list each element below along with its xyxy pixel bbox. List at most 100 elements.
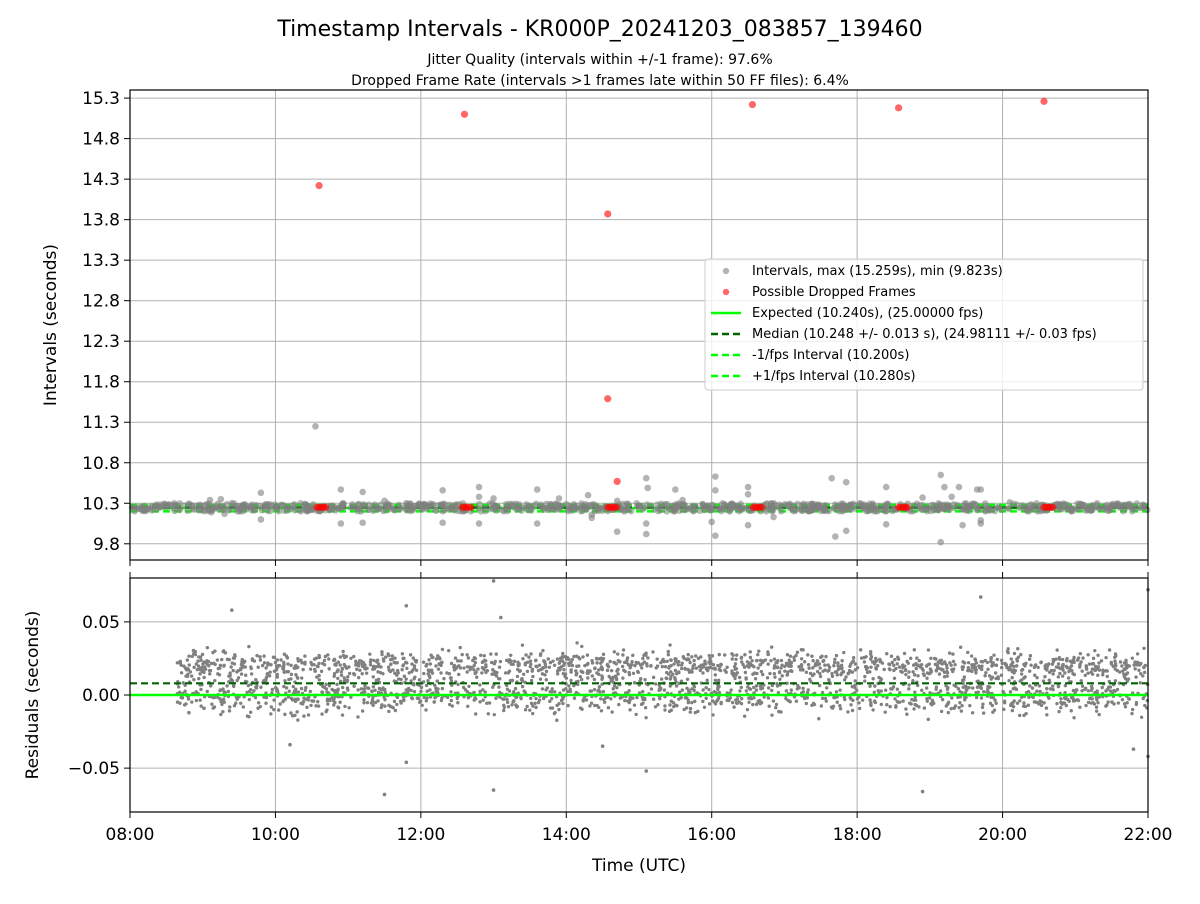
interval-point <box>874 507 881 515</box>
residual-point <box>575 671 579 676</box>
residual-point <box>1135 663 1139 667</box>
residual-point <box>741 662 745 667</box>
residual-point <box>493 659 497 664</box>
residual-point <box>994 663 998 667</box>
residual-point <box>897 665 902 669</box>
residual-point <box>216 666 220 671</box>
interval-point <box>642 530 650 538</box>
interval-point <box>672 486 679 493</box>
residual-point <box>305 697 310 701</box>
residual-point <box>928 696 932 700</box>
residual-point <box>939 658 944 662</box>
residual-point <box>717 684 721 689</box>
interval-point <box>1105 507 1113 514</box>
residual-point <box>380 703 384 707</box>
residual-point <box>256 701 261 705</box>
residual-point <box>439 671 443 675</box>
interval-point <box>712 487 719 494</box>
residual-point <box>283 679 287 683</box>
residual-point <box>200 669 205 674</box>
residual-point <box>853 685 857 690</box>
residual-point <box>904 707 908 711</box>
residual-point <box>244 673 248 677</box>
residual-point <box>606 706 611 710</box>
residual-point <box>801 690 806 694</box>
residual-point <box>710 699 715 703</box>
residual-point <box>734 667 739 671</box>
residual-point <box>725 698 729 703</box>
residual-point <box>747 700 751 705</box>
residual-point <box>1126 677 1131 681</box>
residual-point <box>944 704 948 708</box>
interval-point <box>1093 499 1101 507</box>
residual-point <box>548 660 553 665</box>
residual-point <box>1020 668 1024 672</box>
residual-point <box>989 660 993 664</box>
residual-point <box>770 713 774 717</box>
interval-point <box>744 483 752 491</box>
residual-point <box>404 603 409 608</box>
residual-point <box>437 662 442 667</box>
residual-point <box>275 687 279 691</box>
interval-point <box>1055 501 1063 508</box>
residual-point <box>636 669 640 674</box>
residual-point <box>835 673 839 677</box>
residual-point <box>192 651 196 656</box>
residual-point <box>299 658 303 663</box>
residual-point <box>659 677 664 681</box>
residual-point <box>989 657 993 661</box>
residual-point <box>1020 678 1024 682</box>
residual-point <box>272 698 276 702</box>
residual-point <box>360 672 364 676</box>
residual-point <box>336 660 341 664</box>
residual-point <box>496 676 501 681</box>
residual-point <box>466 696 471 700</box>
interval-point <box>157 504 164 511</box>
residual-point <box>252 689 256 693</box>
residual-point <box>544 665 548 669</box>
residual-point <box>601 689 606 694</box>
residual-point <box>716 678 721 682</box>
residual-point <box>326 702 330 706</box>
residual-point <box>707 702 712 706</box>
residual-point <box>292 689 297 693</box>
residual-point <box>673 668 678 673</box>
residual-point <box>691 664 695 668</box>
residual-point <box>552 663 557 667</box>
residual-point <box>925 686 929 690</box>
interval-point <box>409 507 416 514</box>
residual-point <box>1056 675 1061 679</box>
residual-point <box>600 744 605 748</box>
residual-point <box>524 653 528 657</box>
interval-point <box>832 533 839 540</box>
residual-point <box>1038 689 1042 694</box>
interval-point <box>790 507 797 515</box>
residual-point <box>836 664 840 668</box>
residual-point <box>808 671 813 676</box>
residual-point <box>1006 647 1010 651</box>
residual-point <box>336 687 340 691</box>
residual-point <box>346 675 350 679</box>
residual-point <box>810 654 814 658</box>
residual-point <box>508 679 513 683</box>
residual-point <box>665 659 669 664</box>
residual-point <box>913 690 917 694</box>
residual-point <box>871 708 875 712</box>
residual-point <box>659 661 663 665</box>
residual-point <box>638 679 642 684</box>
residual-point <box>634 712 638 717</box>
residual-point <box>1101 668 1105 672</box>
residual-point <box>339 673 344 678</box>
residual-point <box>907 687 911 691</box>
residual-point <box>630 660 634 664</box>
residual-point <box>462 666 466 670</box>
residual-point <box>827 665 832 669</box>
residual-point <box>1072 672 1077 677</box>
residual-point <box>270 687 275 692</box>
residual-point <box>362 662 366 667</box>
residual-point <box>853 668 858 672</box>
residual-point <box>550 687 554 691</box>
residual-point <box>912 648 917 652</box>
residual-point <box>999 673 1004 677</box>
residual-point <box>239 672 244 676</box>
